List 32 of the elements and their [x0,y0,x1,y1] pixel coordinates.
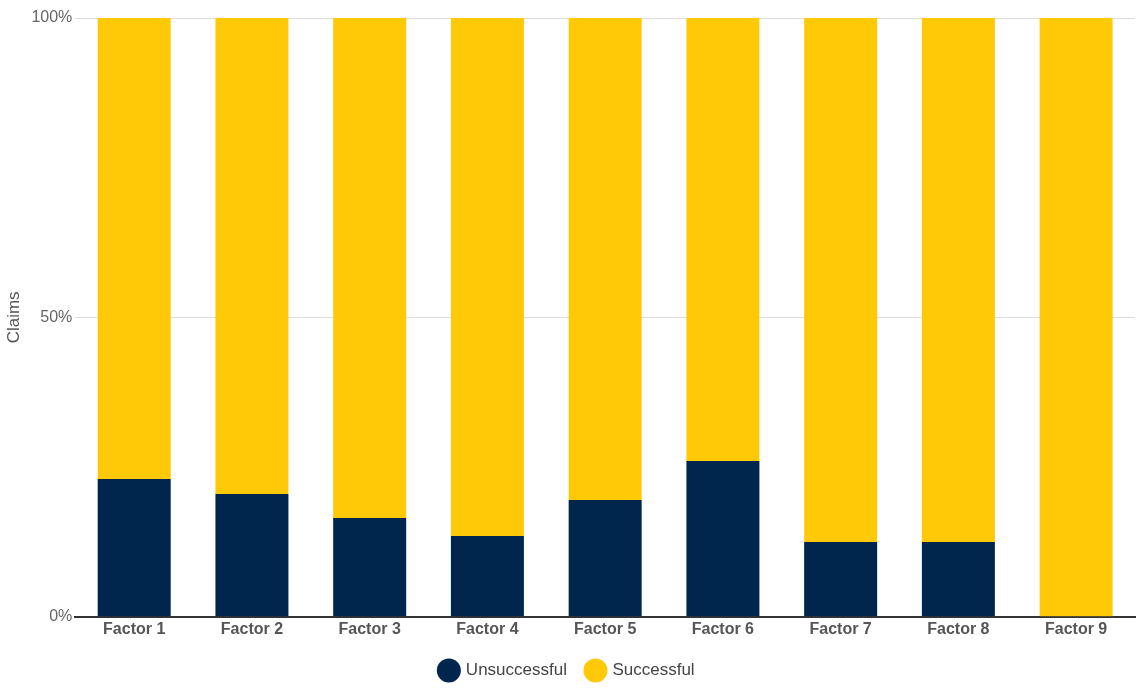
legend-label: Successful [612,660,695,680]
bar [568,18,642,501]
bar [804,541,878,617]
bar [921,541,995,617]
bar [333,518,407,617]
y-tick-label: 0% [49,607,73,625]
x-tick-label: Factor 2 [220,619,284,637]
x-tick-label: Factor 3 [338,619,401,637]
bar [804,18,878,542]
x-tick-label: Factor 6 [691,619,755,637]
bar [686,18,760,462]
bar [686,461,760,617]
bar [568,500,642,617]
y-tick-label: 100% [31,8,73,26]
x-tick-label: Factor 5 [574,619,637,637]
bar [333,18,407,518]
bar [215,494,289,617]
bar [97,18,171,480]
bar [450,18,524,536]
bar [921,18,995,542]
bar [1039,18,1113,617]
x-tick-label: Factor 7 [809,619,872,637]
bar [215,18,289,495]
bar [97,479,171,617]
y-axis-title: Claims [3,291,23,344]
x-tick-label: Factor 8 [927,619,990,637]
x-tick-label: Factor 1 [103,619,166,637]
x-tick-label: Factor 4 [456,619,519,637]
x-tick-label: Factor 9 [1045,619,1108,637]
legend-label: Unsuccessful [465,660,567,680]
y-tick-label: 50% [40,307,73,325]
bar [450,535,524,617]
